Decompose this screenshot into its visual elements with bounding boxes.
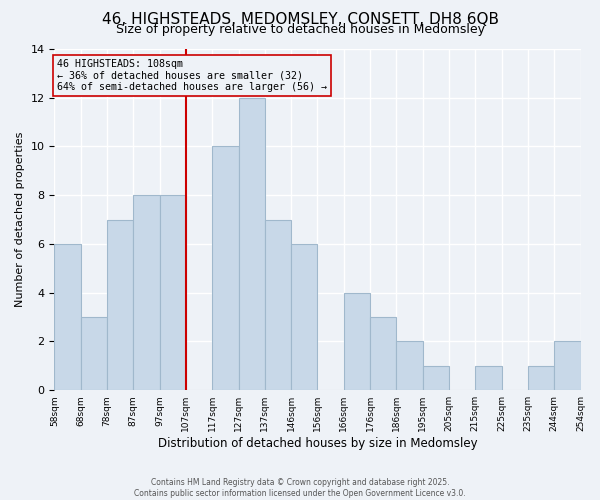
Bar xyxy=(475,366,502,390)
Text: 46 HIGHSTEADS: 108sqm
← 36% of detached houses are smaller (32)
64% of semi-deta: 46 HIGHSTEADS: 108sqm ← 36% of detached … xyxy=(56,58,326,92)
Bar xyxy=(291,244,317,390)
Bar xyxy=(344,292,370,390)
Bar xyxy=(133,195,160,390)
Bar xyxy=(81,317,107,390)
Y-axis label: Number of detached properties: Number of detached properties xyxy=(15,132,25,308)
Bar xyxy=(212,146,239,390)
Bar xyxy=(239,98,265,390)
Bar xyxy=(528,366,554,390)
Bar xyxy=(397,342,422,390)
Bar xyxy=(265,220,291,390)
Bar xyxy=(55,244,81,390)
Bar xyxy=(554,342,581,390)
Bar xyxy=(160,195,186,390)
Text: 46, HIGHSTEADS, MEDOMSLEY, CONSETT, DH8 6QB: 46, HIGHSTEADS, MEDOMSLEY, CONSETT, DH8 … xyxy=(101,12,499,28)
X-axis label: Distribution of detached houses by size in Medomsley: Distribution of detached houses by size … xyxy=(158,437,477,450)
Bar xyxy=(107,220,133,390)
Bar xyxy=(422,366,449,390)
Bar xyxy=(370,317,397,390)
Text: Size of property relative to detached houses in Medomsley: Size of property relative to detached ho… xyxy=(115,22,485,36)
Text: Contains HM Land Registry data © Crown copyright and database right 2025.
Contai: Contains HM Land Registry data © Crown c… xyxy=(134,478,466,498)
